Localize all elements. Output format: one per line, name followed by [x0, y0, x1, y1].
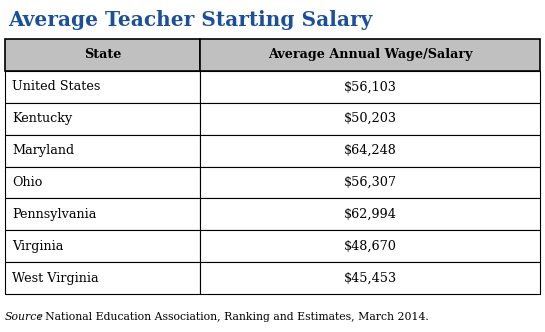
Text: United States: United States	[12, 80, 100, 93]
Bar	[200, 103, 540, 134]
Bar	[5, 103, 200, 134]
Bar	[5, 167, 200, 199]
Text: State: State	[84, 48, 122, 61]
Text: $56,103: $56,103	[344, 80, 397, 93]
Text: $48,670: $48,670	[344, 240, 397, 253]
Text: West Virginia: West Virginia	[12, 272, 99, 285]
Bar	[5, 134, 200, 167]
Bar	[200, 134, 540, 167]
Bar	[5, 71, 200, 103]
Bar	[200, 262, 540, 294]
Text: Kentucky: Kentucky	[12, 112, 72, 125]
Text: Average Teacher Starting Salary: Average Teacher Starting Salary	[8, 10, 372, 30]
Bar	[5, 230, 200, 262]
Bar	[200, 71, 540, 103]
Text: $64,248: $64,248	[344, 144, 397, 157]
Bar	[200, 167, 540, 199]
Bar	[5, 39, 200, 71]
Bar	[200, 230, 540, 262]
Text: Average Annual Wage/Salary: Average Annual Wage/Salary	[268, 48, 473, 61]
Text: Ohio: Ohio	[12, 176, 43, 189]
Text: $56,307: $56,307	[344, 176, 397, 189]
Bar	[200, 39, 540, 71]
Text: Virginia: Virginia	[12, 240, 63, 253]
Text: Pennsylvania: Pennsylvania	[12, 208, 96, 221]
Bar	[5, 262, 200, 294]
Text: $45,453: $45,453	[343, 272, 397, 285]
Text: $62,994: $62,994	[344, 208, 397, 221]
Bar	[5, 199, 200, 230]
Text: Source: Source	[5, 312, 44, 322]
Text: Maryland: Maryland	[12, 144, 74, 157]
Bar	[200, 199, 540, 230]
Text: $50,203: $50,203	[344, 112, 397, 125]
Text: : National Education Association, Ranking and Estimates, March 2014.: : National Education Association, Rankin…	[38, 312, 429, 322]
